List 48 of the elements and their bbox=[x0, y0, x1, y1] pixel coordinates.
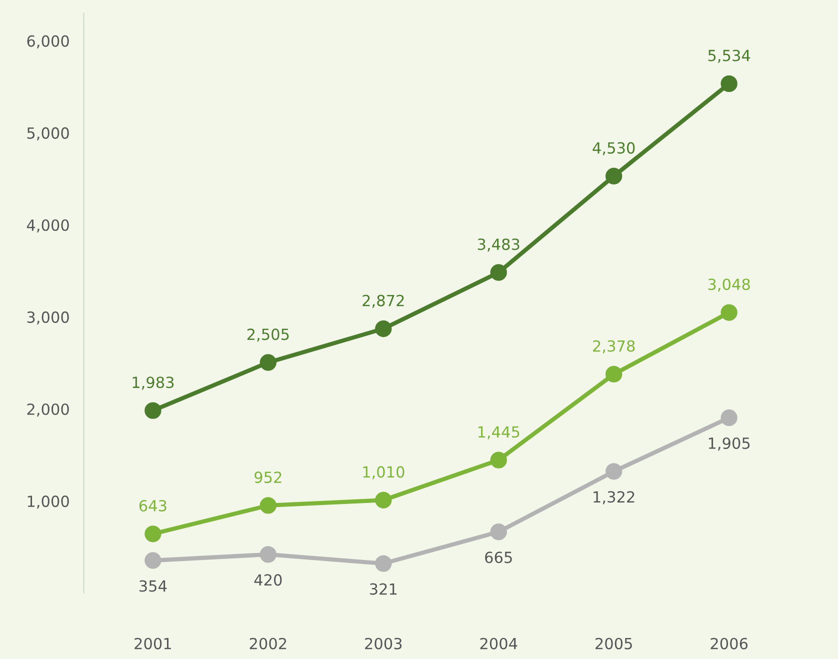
point bbox=[490, 264, 507, 281]
data-label: 354 bbox=[140, 580, 167, 592]
data-label: 1,322 bbox=[594, 491, 634, 504]
point bbox=[144, 402, 162, 419]
data-label: 952 bbox=[254, 472, 282, 484]
point bbox=[260, 497, 276, 514]
y-tick-label: 6,000 bbox=[27, 35, 69, 48]
data-label: 1,905 bbox=[708, 437, 750, 451]
x-tick-label: 2006 bbox=[710, 638, 748, 650]
point bbox=[720, 409, 738, 426]
x-tick-label: 2005 bbox=[596, 638, 632, 650]
point bbox=[375, 492, 392, 508]
point bbox=[606, 168, 622, 184]
data-label: 1,983 bbox=[132, 376, 174, 390]
point bbox=[606, 366, 622, 383]
x-tick-label: 2001 bbox=[134, 638, 171, 650]
point bbox=[490, 524, 507, 540]
data-label: 420 bbox=[254, 574, 282, 586]
data-label: 2,872 bbox=[362, 294, 404, 308]
y-tick-label: 1,000 bbox=[28, 496, 69, 509]
point bbox=[260, 354, 276, 371]
point bbox=[375, 555, 392, 572]
point bbox=[606, 463, 622, 480]
x-tick-label: 2004 bbox=[480, 638, 518, 650]
data-label: 4,530 bbox=[592, 142, 635, 156]
point bbox=[144, 552, 162, 569]
y-tick-label: 3,000 bbox=[27, 311, 69, 325]
data-label: 3,048 bbox=[708, 278, 750, 292]
point bbox=[490, 452, 507, 468]
point bbox=[260, 546, 276, 563]
data-label: 5,534 bbox=[708, 50, 750, 63]
data-label: 643 bbox=[139, 500, 166, 512]
point bbox=[144, 526, 162, 542]
data-label: 2,378 bbox=[593, 340, 635, 354]
point bbox=[720, 75, 738, 92]
y-tick-label: 5,000 bbox=[27, 127, 69, 140]
data-label: 321 bbox=[370, 583, 397, 595]
data-label: 665 bbox=[485, 552, 512, 564]
data-label: 3,483 bbox=[478, 238, 520, 252]
x-tick-label: 2003 bbox=[365, 638, 402, 650]
point bbox=[720, 304, 738, 321]
data-label: 1,010 bbox=[363, 466, 404, 480]
y-tick-label: 4,000 bbox=[26, 219, 69, 232]
data-label: 2,505 bbox=[247, 328, 289, 342]
x-tick-label: 2002 bbox=[250, 638, 286, 650]
y-tick-label: 2,000 bbox=[27, 403, 69, 417]
data-label: 1,445 bbox=[478, 426, 520, 440]
point bbox=[375, 320, 392, 338]
